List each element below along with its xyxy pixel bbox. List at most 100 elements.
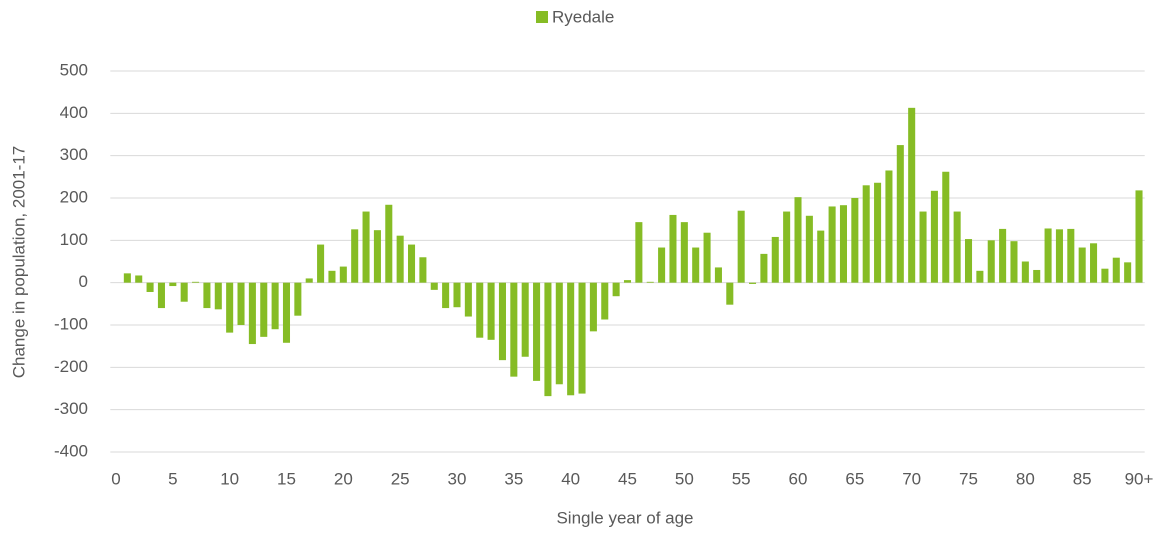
bar	[999, 228, 1007, 283]
y-tick-label: 100	[60, 230, 88, 249]
legend-swatch	[536, 11, 548, 23]
bar	[339, 266, 347, 283]
x-axis-title: Single year of age	[556, 508, 693, 527]
bar	[703, 232, 711, 283]
x-tick-label: 35	[504, 469, 523, 488]
y-axis-title: Change in population, 2001-17	[9, 146, 28, 379]
bar	[157, 282, 165, 309]
bar	[828, 206, 836, 283]
bar	[612, 282, 620, 297]
x-tick-label: 0	[111, 469, 120, 488]
bar	[464, 282, 472, 317]
bar	[817, 230, 825, 283]
bar	[282, 282, 291, 343]
bar	[771, 236, 779, 283]
y-tick-label: -400	[54, 441, 88, 460]
bar	[487, 282, 495, 340]
bar	[214, 282, 222, 310]
bar	[521, 282, 529, 357]
bar	[510, 282, 518, 377]
bar	[919, 211, 927, 283]
bar	[419, 257, 427, 283]
bar	[1021, 261, 1029, 283]
bar	[180, 282, 188, 302]
bar	[635, 222, 643, 283]
bar	[248, 282, 256, 345]
bar	[680, 222, 688, 283]
bar	[498, 282, 506, 361]
x-tick-label: 65	[845, 469, 864, 488]
bar	[271, 282, 279, 330]
bar	[874, 182, 882, 283]
bar	[953, 211, 961, 283]
x-tick-label: 55	[732, 469, 751, 488]
bar	[294, 282, 302, 316]
bar	[408, 244, 416, 283]
x-tick-label: 70	[902, 469, 921, 488]
bar	[589, 282, 597, 332]
bar	[794, 197, 802, 283]
bar	[760, 253, 768, 283]
bar	[1055, 229, 1063, 283]
bar	[305, 278, 313, 283]
bar	[578, 282, 586, 394]
bar	[203, 282, 211, 309]
bar	[964, 239, 973, 283]
bar	[930, 190, 938, 283]
bar	[601, 282, 609, 320]
bar	[839, 205, 847, 283]
bar	[169, 282, 177, 287]
bar	[1124, 262, 1132, 283]
bar	[533, 282, 541, 381]
bar	[885, 170, 893, 283]
bar	[726, 282, 734, 305]
y-tick-label: 0	[79, 272, 88, 291]
bar	[851, 198, 859, 283]
bar	[692, 247, 700, 283]
bar	[476, 282, 484, 338]
y-tick-label: -100	[54, 314, 88, 333]
x-tick-label: 75	[959, 469, 978, 488]
y-tick-label: 400	[60, 103, 88, 122]
legend-label: Ryedale	[552, 7, 614, 26]
bar	[737, 210, 745, 283]
x-tick-label: 40	[561, 469, 580, 488]
bar	[237, 282, 245, 325]
x-tick-label: 20	[334, 469, 353, 488]
x-tick-label: 5	[168, 469, 177, 488]
bar	[385, 204, 393, 283]
y-tick-label: 300	[60, 145, 88, 164]
y-tick-label: 500	[60, 60, 88, 79]
bar	[1067, 228, 1075, 283]
y-tick-label: -300	[54, 399, 88, 418]
bar	[896, 145, 904, 283]
bar	[135, 275, 143, 283]
legend: Ryedale	[536, 7, 614, 26]
bar	[942, 171, 950, 283]
bar	[976, 270, 984, 283]
x-tick-label: 90+	[1125, 469, 1154, 488]
y-tick-label: -200	[54, 357, 88, 376]
bar	[226, 282, 234, 333]
bar	[714, 267, 722, 283]
y-tick-label: 200	[60, 187, 88, 206]
x-tick-label: 60	[789, 469, 808, 488]
bar	[396, 235, 404, 283]
bar	[123, 273, 131, 283]
bar	[362, 211, 370, 283]
bar	[555, 282, 563, 385]
bar	[1112, 257, 1120, 283]
bar	[749, 282, 757, 284]
x-tick-label: 25	[391, 469, 410, 488]
bar	[783, 211, 791, 283]
bar	[646, 281, 654, 283]
bar	[1044, 228, 1052, 283]
bar	[805, 215, 813, 283]
x-tick-label: 45	[618, 469, 637, 488]
bar	[1090, 243, 1098, 283]
bar	[430, 282, 438, 290]
bar	[328, 270, 336, 283]
x-tick-label: 85	[1073, 469, 1092, 488]
bar	[192, 281, 200, 283]
